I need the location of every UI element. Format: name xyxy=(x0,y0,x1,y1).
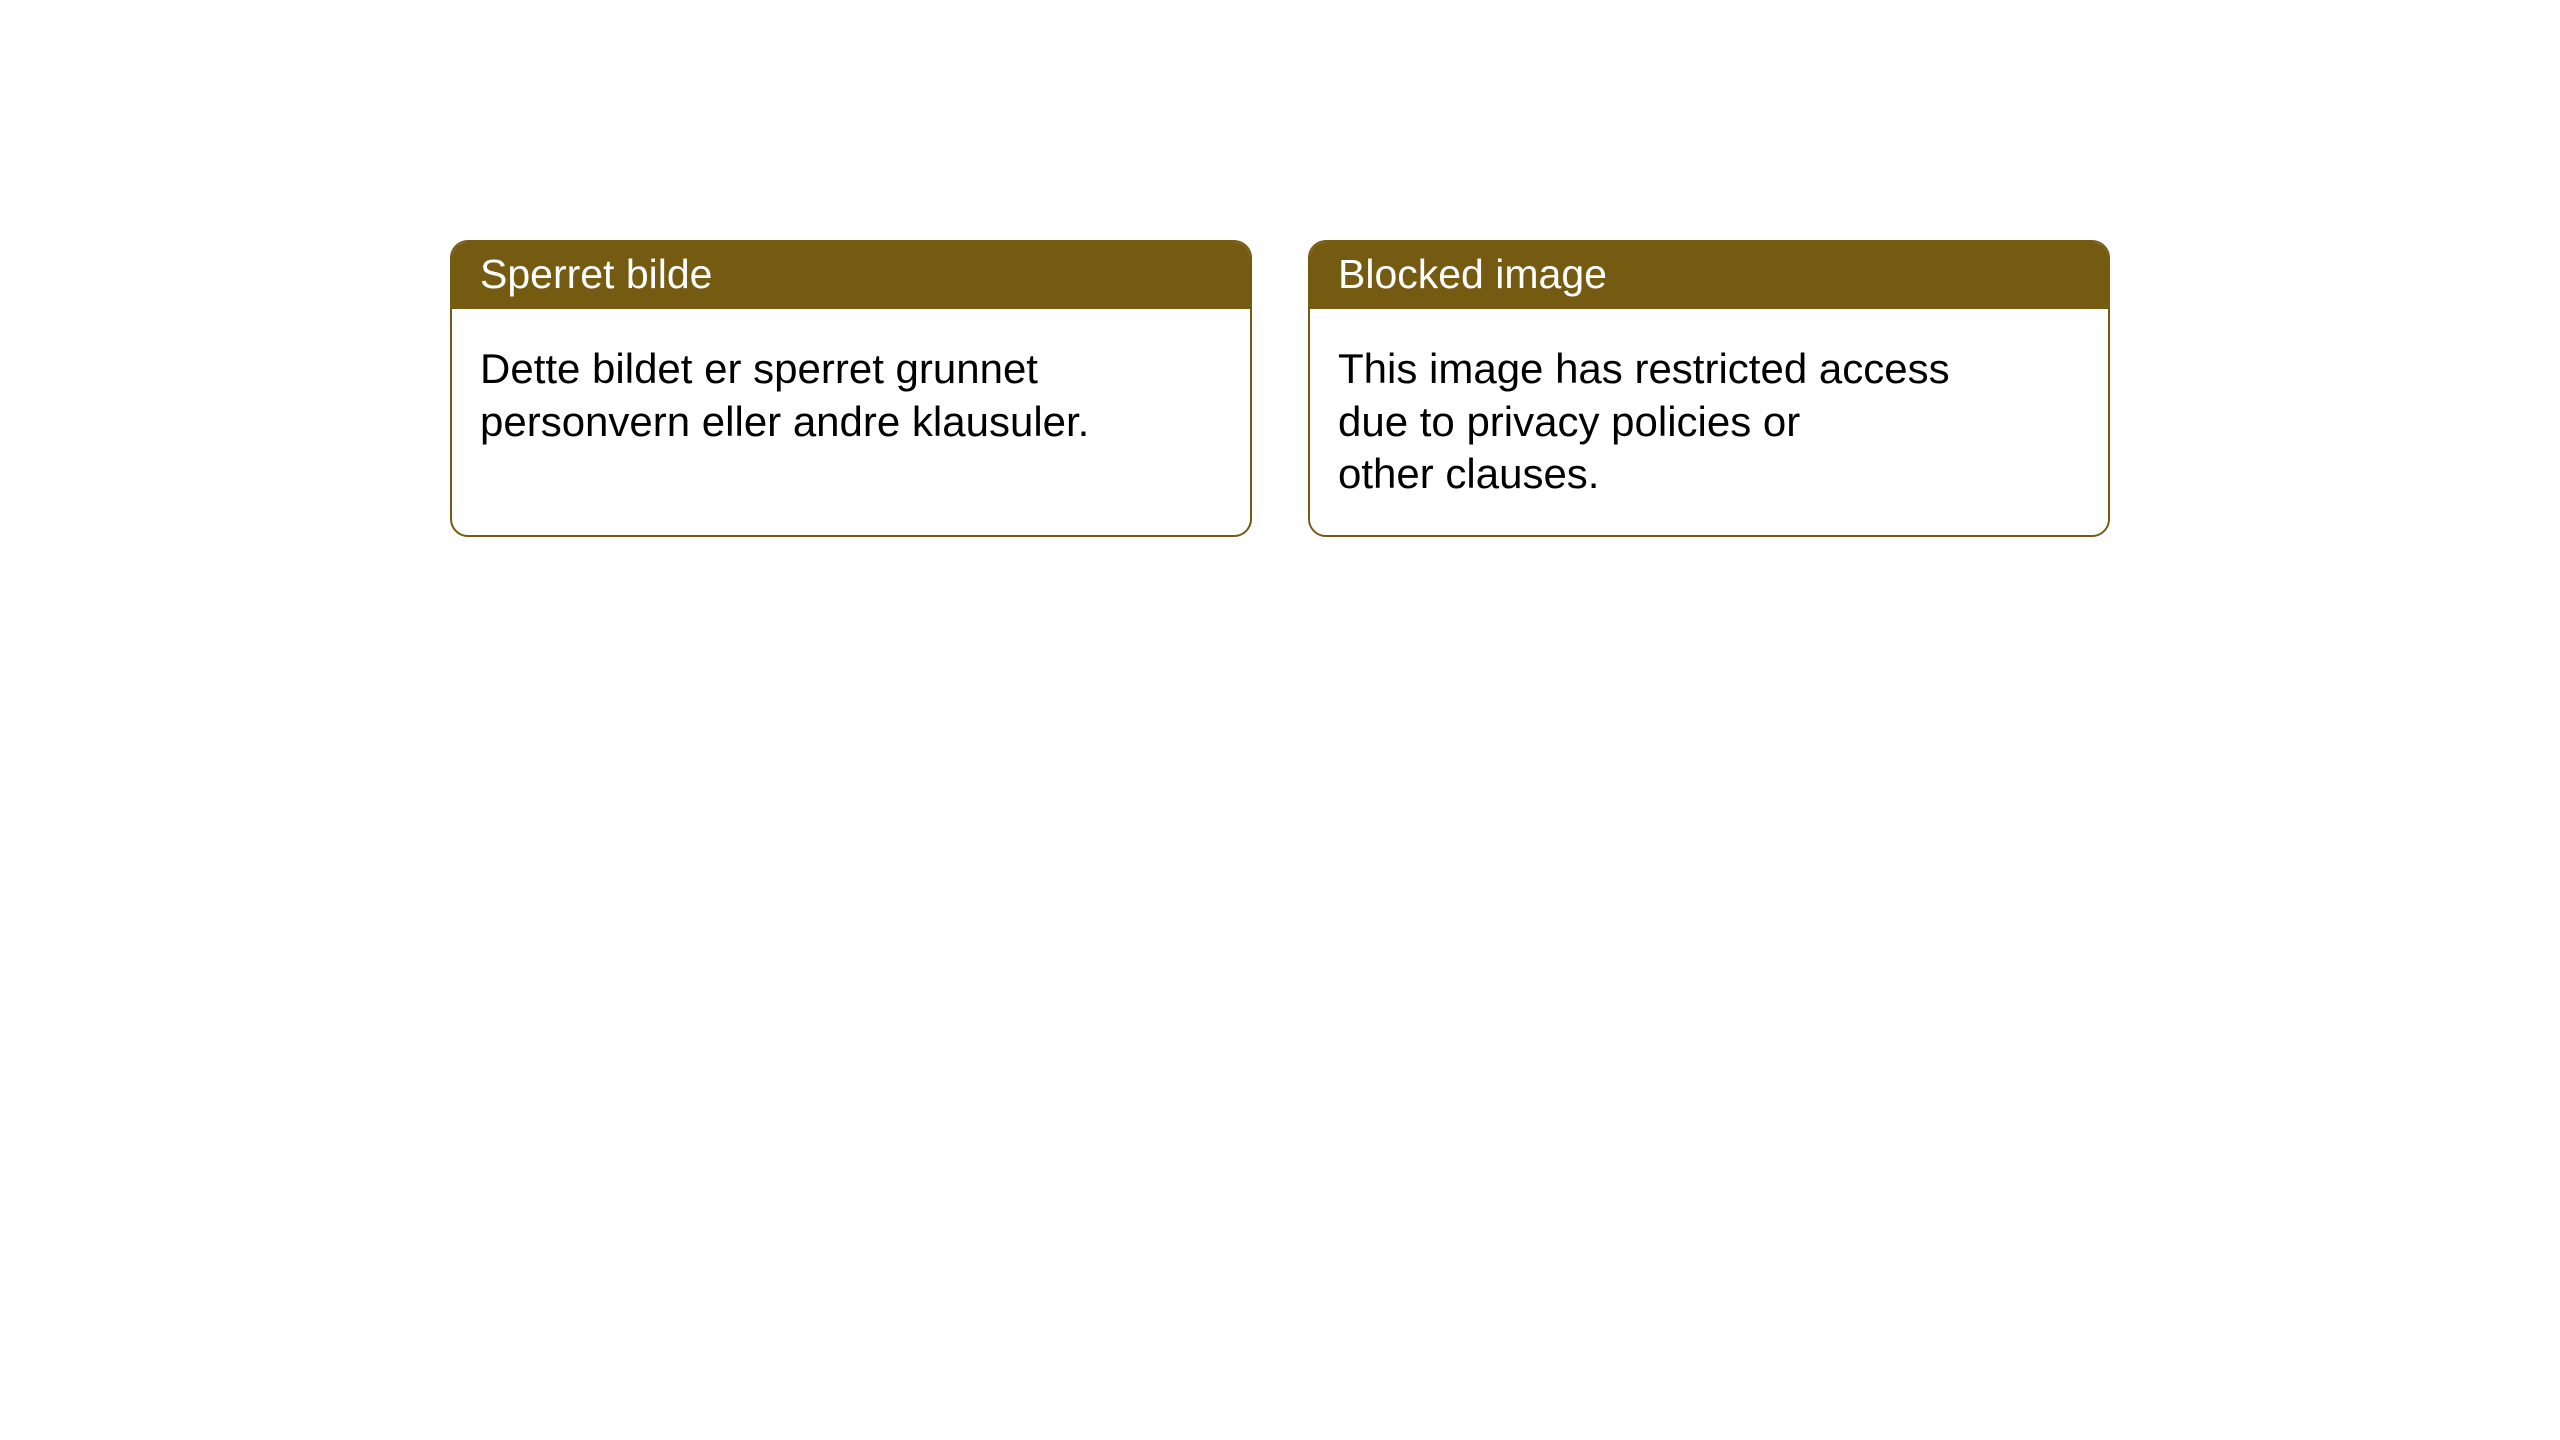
notice-card-header: Sperret bilde xyxy=(452,242,1250,309)
notice-card-body: This image has restricted access due to … xyxy=(1310,309,2108,535)
notice-card-body: Dette bildet er sperret grunnet personve… xyxy=(452,309,1250,519)
notice-cards-row: Sperret bilde Dette bildet er sperret gr… xyxy=(0,0,2560,537)
notice-card-english: Blocked image This image has restricted … xyxy=(1308,240,2110,537)
notice-card-norwegian: Sperret bilde Dette bildet er sperret gr… xyxy=(450,240,1252,537)
notice-card-header: Blocked image xyxy=(1310,242,2108,309)
